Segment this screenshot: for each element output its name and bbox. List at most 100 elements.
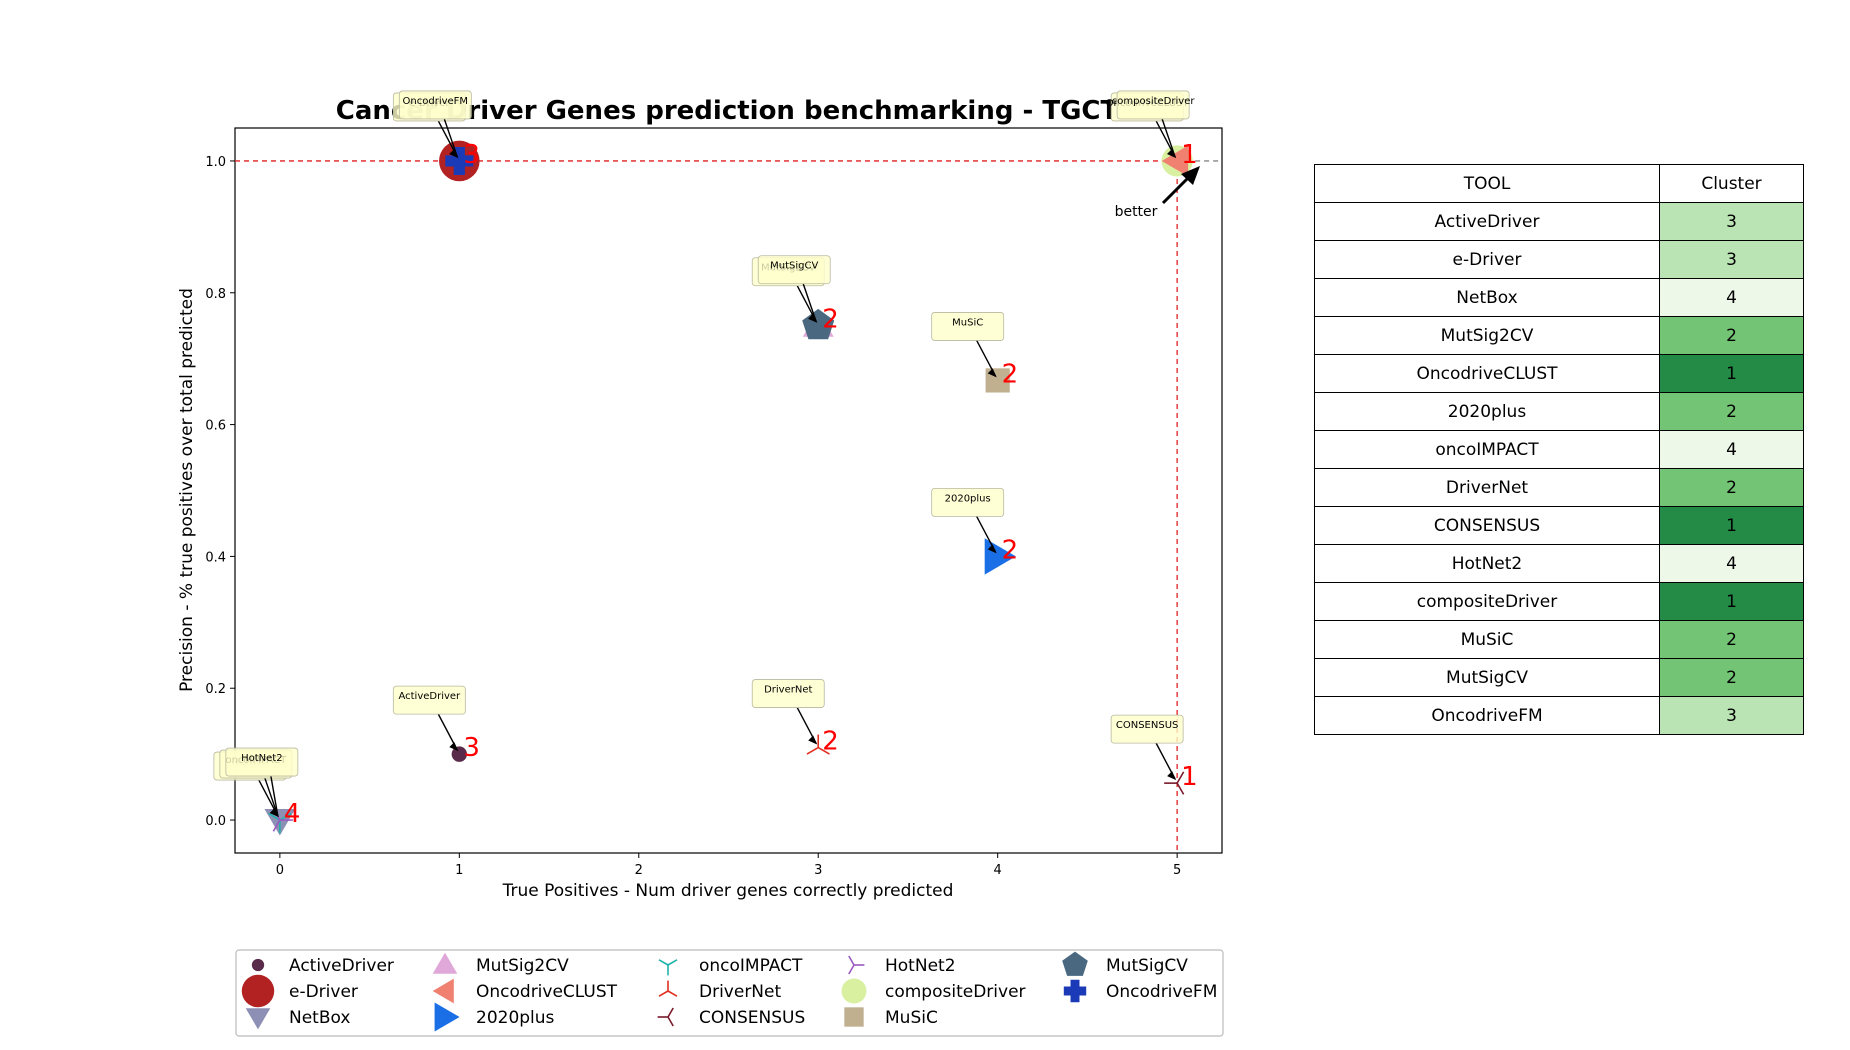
tool-annotations: ActiveDrivere-DriverOncodriveFMNetBoxonc… [213,90,1196,818]
cluster-labels: 3 1 2 2 2 3 2 1 4 [284,140,1198,829]
data-markers [264,140,1193,836]
legend-marker [658,959,678,976]
annotation-arrow-head [1167,771,1177,781]
annotation-arrow-head [987,544,997,554]
annotation-drivernet: DriverNet [751,679,825,745]
cluster-value-cell: 4 [1659,278,1804,317]
cluster-number-label: 2 [822,305,839,335]
annotation-arrow-head [269,808,279,818]
legend-marker [658,980,678,997]
y-tick-label: 0.6 [205,419,226,434]
cluster-value-cell: 4 [1659,430,1804,469]
better-arrow-head [1181,166,1200,185]
legend-label: 2020plus [476,1008,555,1028]
marker-stroke [658,990,669,997]
annotation-label: CONSENSUS [1116,720,1179,731]
cluster-table-row: compositeDriver 1 [1314,582,1804,621]
x-axis-title: True Positives - Num driver genes correc… [502,881,954,901]
legend-item-compositedriver: compositeDriver [841,978,1026,1004]
cluster-table-row: OncodriveFM 3 [1314,696,1804,735]
legend-label: ActiveDriver [289,956,394,976]
annotation-label: DriverNet [764,685,812,696]
annotation-box [757,255,831,285]
cluster-value-cell: 3 [1659,240,1804,279]
annotation-arrow-head [808,735,818,745]
cluster-number-label: 4 [284,799,301,829]
marker-stroke [667,959,678,966]
cluster-table-row: MutSigCV 2 [1314,658,1804,697]
annotation-arrow [1161,118,1176,158]
annotation-label: compositeDriver [1112,96,1196,107]
better-arrow-shaft [1161,174,1192,205]
marker-consensus [1164,771,1185,795]
cluster-table-row: CONSENSUS 1 [1314,506,1804,545]
better-label: better [1115,204,1158,220]
legend-label: e-Driver [289,982,358,1002]
cluster-table-row: oncoIMPACT 4 [1314,430,1804,469]
legend-marker [841,978,867,1004]
x-tick-label: 0 [276,863,284,878]
tool-name-cell: OncodriveFM [1314,696,1660,735]
cluster-number-label: 3 [463,140,480,170]
legend-marker [251,958,265,972]
cluster-table-row: MuSiC 2 [1314,620,1804,659]
annotation-box [931,312,1005,341]
annotation-compositedriver: compositeDriver [1112,90,1196,158]
tool-name-cell: compositeDriver [1314,582,1660,621]
tool-name-cell: ActiveDriver [1314,202,1660,241]
legend-label: HotNet2 [885,956,956,976]
annotation-box [392,685,466,715]
legend-marker [844,1007,864,1027]
cluster-number-label: 1 [1181,140,1198,170]
x-tick-label: 5 [1173,863,1181,878]
legend-label: OncodriveFM [1106,982,1217,1002]
legend-frame [235,949,1224,1037]
tool-name-cell: OncodriveCLUST [1314,354,1660,393]
annotation-box [931,488,1005,517]
annotation-label: 2020plus [945,493,991,504]
annotation-arrow [802,283,817,322]
legend-label: OncodriveCLUST [476,982,618,1002]
marker-stroke [1176,771,1185,784]
legend-marker [432,978,454,1004]
legend-item-activedriver: ActiveDriver [251,956,394,976]
cluster-column-header: Cluster [1659,164,1804,203]
legend-marker [241,974,275,1008]
cluster-table-row: ActiveDriver 3 [1314,202,1804,241]
x-tick-label: 3 [814,863,822,878]
annotation-box [398,90,472,120]
annotation-hotnet2: HotNet2 [225,747,299,818]
annotation-oncodrivefm: OncodriveFM [398,90,472,158]
cluster-value-cell: 1 [1659,582,1804,621]
cluster-number-label: 2 [1002,535,1019,565]
tool-name-cell: HotNet2 [1314,544,1660,583]
cluster-table-row: NetBox 4 [1314,278,1804,317]
legend-marker [657,1007,674,1027]
annotation-arrow-head [449,148,459,158]
cluster-value-cell: 3 [1659,202,1804,241]
legend-label: CONSENSUS [699,1008,805,1028]
tool-name-cell: DriverNet [1314,468,1660,507]
better-arrow: better [1115,166,1200,220]
legend-marker [245,1008,271,1030]
legend-item-mutsigcv: MutSigCV [1062,951,1188,976]
annotation-activedriver: ActiveDriver [392,685,466,752]
legend-item-drivernet: DriverNet [658,980,781,1002]
cluster-value-cell: 1 [1659,506,1804,545]
cluster-table-row: DriverNet 2 [1314,468,1804,507]
cluster-table-header: TOOL Cluster [1314,164,1804,203]
legend-item-hotnet2: HotNet2 [848,955,956,976]
legend-item-e-driver: e-Driver [241,974,358,1008]
legend-marker [1063,979,1087,1003]
legend-marker [1062,951,1088,976]
legend-marker [432,952,458,974]
marker-drivernet [806,734,830,755]
legend-label: MuSiC [885,1008,938,1028]
legend-label: oncoIMPACT [699,956,803,976]
legend-item-oncoimpact: oncoIMPACT [658,956,803,976]
annotation-arrow [264,777,279,817]
tool-name-cell: MutSig2CV [1314,316,1660,355]
cluster-value-cell: 3 [1659,696,1804,735]
legend-marker [434,1002,460,1032]
legend-item-netbox: NetBox [245,1008,350,1030]
